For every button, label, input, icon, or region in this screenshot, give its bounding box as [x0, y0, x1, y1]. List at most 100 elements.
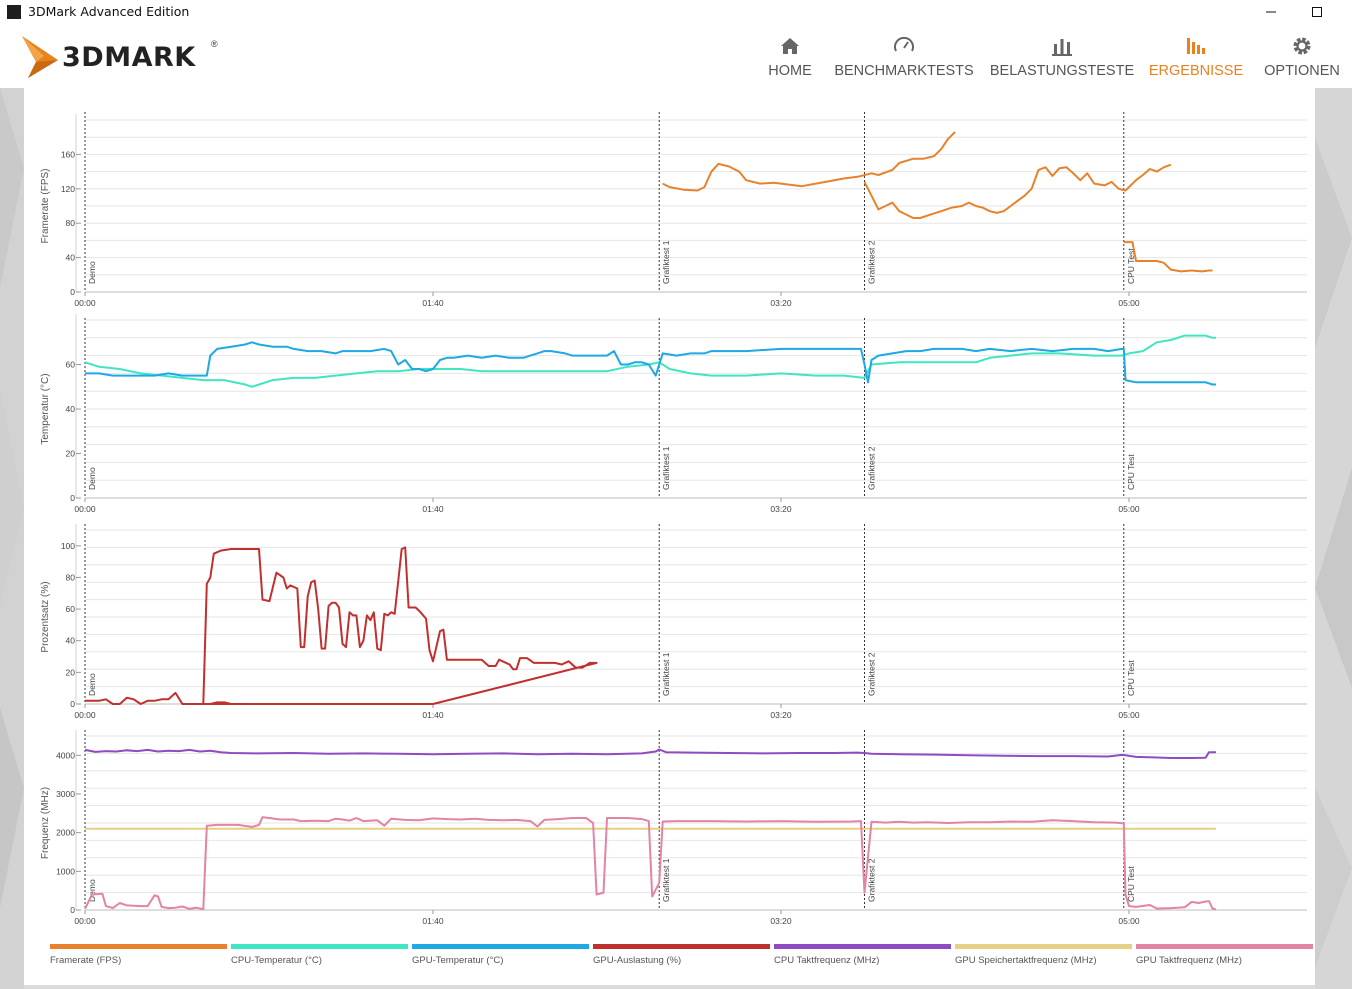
test-marker-label: CPU Test: [1126, 866, 1136, 902]
series-line: [863, 163, 1172, 219]
series-line: [84, 748, 1216, 759]
legend-item[interactable]: Framerate (FPS): [50, 944, 227, 966]
y-tick-label: 0: [70, 905, 75, 915]
nav-label: BELASTUNGSTESTE: [989, 63, 1135, 79]
title-bar: 3DMark Advanced Edition: [0, 0, 1352, 24]
brand-logo[interactable]: 3DMARK ®: [18, 34, 228, 84]
legend-swatch: [231, 944, 408, 949]
x-tick-label: 05:00: [1118, 916, 1140, 926]
minimize-button[interactable]: [1248, 0, 1294, 24]
app-icon: [7, 5, 21, 19]
legend-swatch: [1136, 944, 1313, 949]
y-tick-label: 40: [66, 636, 76, 646]
legend-item[interactable]: GPU Taktfrequenz (MHz): [1136, 944, 1313, 966]
brand-name: 3DMARK: [62, 42, 196, 73]
test-marker-label: Grafiktest 2: [867, 858, 877, 902]
nav-home[interactable]: HOME: [760, 24, 820, 88]
legend-label: CPU-Temperatur (°C): [231, 955, 322, 966]
x-tick-label: 03:20: [770, 916, 792, 926]
nav-optionen[interactable]: OPTIONEN: [1260, 24, 1344, 88]
y-tick-label: 120: [61, 184, 75, 194]
test-marker-label: Grafiktest 1: [661, 240, 671, 284]
home-icon: [781, 38, 799, 54]
legend-label: GPU-Temperatur (°C): [412, 955, 504, 966]
legend-item[interactable]: GPU Speichertaktfrequenz (MHz): [955, 944, 1132, 966]
series-line: [662, 131, 956, 192]
legend-label: Framerate (FPS): [50, 955, 122, 966]
nav-label: BENCHMARKTESTS: [834, 63, 974, 79]
y-tick-label: 160: [61, 149, 75, 159]
y-axis-label: Temperatur (°C): [40, 373, 51, 444]
legend-swatch: [412, 944, 589, 949]
maximize-button[interactable]: [1294, 0, 1340, 24]
x-tick-label: 03:20: [770, 298, 792, 308]
y-tick-label: 2000: [56, 828, 75, 838]
test-marker-label: CPU Test: [1126, 248, 1136, 284]
nav-label: OPTIONEN: [1264, 63, 1340, 79]
results-panel: [24, 88, 1315, 985]
y-tick-label: 0: [70, 699, 75, 709]
y-tick-label: 3000: [56, 789, 75, 799]
legend-label: GPU Speichertaktfrequenz (MHz): [955, 955, 1097, 966]
y-tick-label: 80: [66, 572, 76, 582]
gear-icon: [1293, 37, 1311, 55]
y-tick-label: 40: [66, 253, 76, 263]
series-line: [84, 334, 1216, 388]
legend-item[interactable]: CPU-Temperatur (°C): [231, 944, 408, 966]
logo-icon: [22, 36, 58, 78]
test-marker-label: Grafiktest 1: [661, 446, 671, 490]
series-line: [85, 341, 1216, 386]
x-tick-label: 00:00: [74, 298, 96, 308]
nav-belastungsteste[interactable]: BELASTUNGSTESTE: [990, 24, 1134, 88]
test-marker-label: Demo: [87, 879, 97, 902]
x-tick-label: 00:00: [74, 504, 96, 514]
test-marker-label: Demo: [87, 467, 97, 490]
test-marker-label: Grafiktest 2: [867, 446, 877, 490]
x-tick-label: 01:40: [422, 710, 444, 720]
legend-swatch: [593, 944, 770, 949]
test-marker-label: Grafiktest 2: [867, 240, 877, 284]
x-tick-label: 01:40: [422, 298, 444, 308]
test-marker-label: Grafiktest 2: [867, 652, 877, 696]
y-tick-label: 0: [70, 493, 75, 503]
nav-label: HOME: [768, 63, 812, 79]
nav-label: ERGEBNISSE: [1148, 63, 1244, 79]
background-pattern: [0, 88, 24, 989]
y-tick-label: 100: [61, 541, 75, 551]
chart-panel-1: 0 40 80 120 160 00:00 01:40 03:20 05:00 Framerate…: [40, 112, 1307, 308]
legend-item[interactable]: GPU-Auslastung (%): [593, 944, 770, 966]
legend-swatch: [774, 944, 951, 949]
test-marker-label: Demo: [87, 261, 97, 284]
legend-item[interactable]: CPU Taktfrequenz (MHz): [774, 944, 951, 966]
y-axis-label: Prozentsatz (%): [40, 581, 51, 652]
x-tick-label: 01:40: [422, 916, 444, 926]
test-marker-label: Grafiktest 1: [661, 652, 671, 696]
window-title: 3DMark Advanced Edition: [28, 4, 190, 19]
nav-ergebnisse[interactable]: ERGEBNISSE: [1148, 24, 1244, 88]
y-tick-label: 4000: [56, 750, 75, 760]
chart-panel-3: 0 20 40 60 80 100 00:00 01:40 03:20 05:00 Prozents…: [40, 524, 1307, 720]
gauge-icon: [894, 36, 914, 52]
x-tick-label: 00:00: [74, 710, 96, 720]
x-tick-label: 03:20: [770, 710, 792, 720]
y-tick-label: 1000: [56, 866, 75, 876]
series-line: [84, 816, 1217, 911]
chart-panel-2: 0 20 40 60 00:00 01:40 03:20 05:00 Temperatur (°…: [40, 314, 1307, 514]
series-line: [1123, 241, 1213, 273]
chart-panel-4: 0 1000 2000 3000 4000 00:00 01:40 03:20 05:00 Fre…: [40, 730, 1307, 926]
x-tick-label: 05:00: [1118, 710, 1140, 720]
legend-item[interactable]: GPU-Temperatur (°C): [412, 944, 589, 966]
background-pattern-right: [1315, 88, 1352, 989]
legend-swatch: [955, 944, 1132, 949]
series-line: [202, 546, 598, 705]
minimize-icon: [1266, 11, 1276, 13]
y-tick-label: 20: [66, 667, 76, 677]
x-tick-label: 01:40: [422, 504, 444, 514]
test-marker-label: CPU Test: [1126, 454, 1136, 490]
y-tick-label: 60: [66, 360, 76, 370]
y-tick-label: 60: [66, 604, 76, 614]
legend-label: GPU-Auslastung (%): [593, 955, 682, 966]
test-marker-label: Grafiktest 1: [661, 858, 671, 902]
nav-benchmarktests[interactable]: BENCHMARKTESTS: [834, 24, 974, 88]
